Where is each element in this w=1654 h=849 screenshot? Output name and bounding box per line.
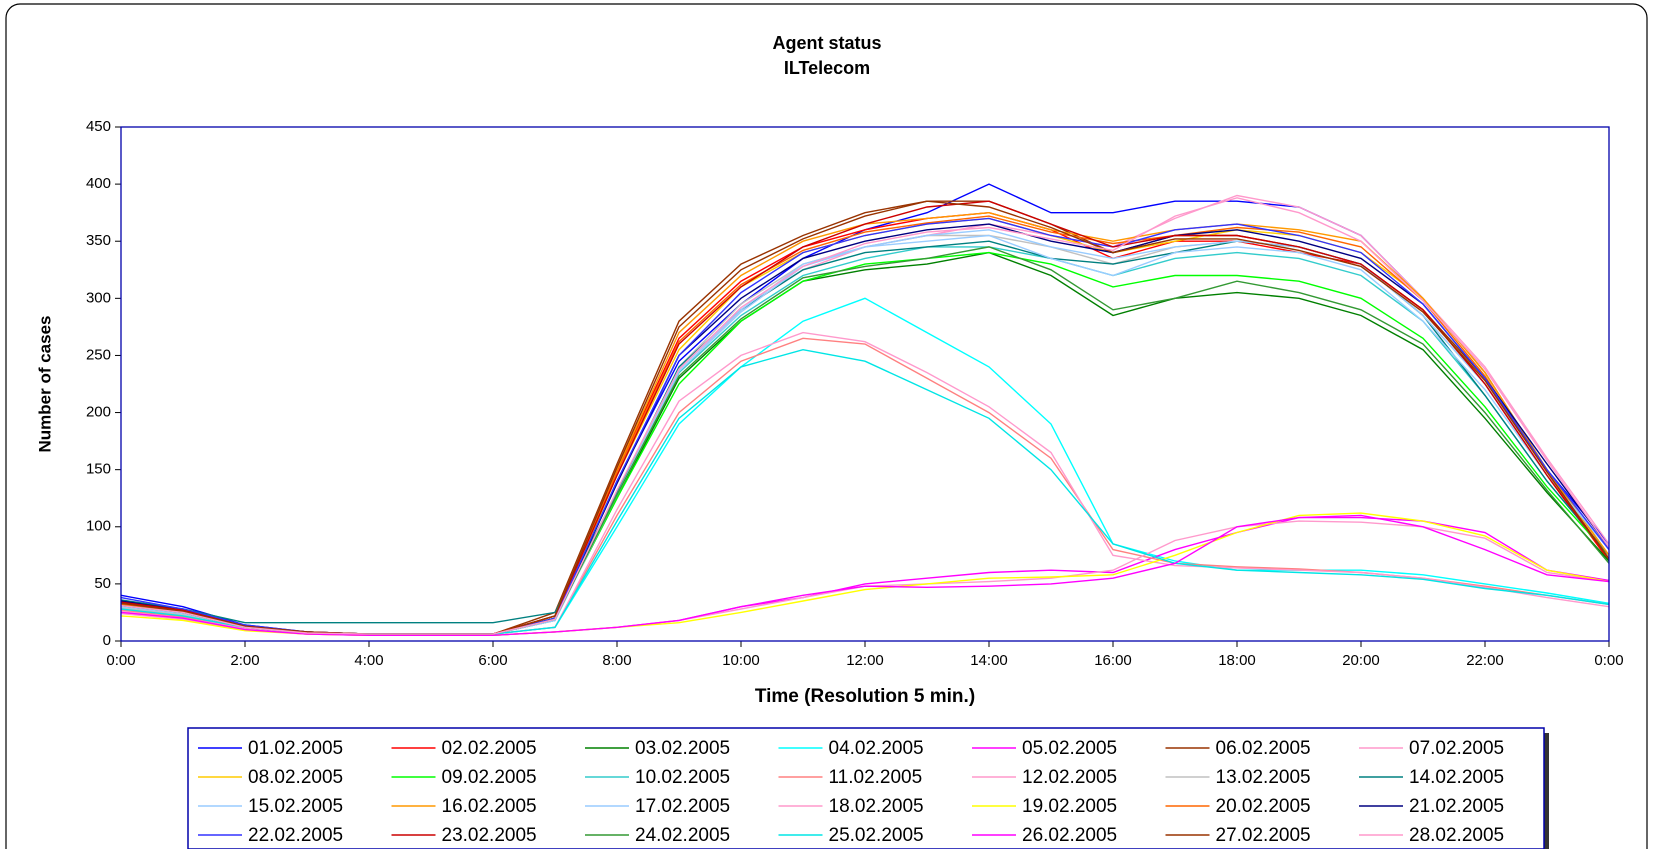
legend-label: 27.02.2005 bbox=[1216, 825, 1311, 846]
legend-label: 05.02.2005 bbox=[1022, 738, 1117, 759]
legend-label: 16.02.2005 bbox=[442, 796, 537, 817]
legend-label: 15.02.2005 bbox=[248, 796, 343, 817]
legend-label: 18.02.2005 bbox=[829, 796, 924, 817]
y-tick-label: 350 bbox=[86, 232, 111, 249]
legend-label: 09.02.2005 bbox=[442, 767, 537, 788]
x-tick-label: 6:00 bbox=[478, 652, 507, 669]
y-tick-label: 400 bbox=[86, 175, 111, 192]
chart-title: Agent status bbox=[772, 33, 881, 53]
legend-label: 04.02.2005 bbox=[829, 738, 924, 759]
x-tick-label: 22:00 bbox=[1466, 652, 1504, 669]
x-tick-label: 20:00 bbox=[1342, 652, 1380, 669]
legend-label: 01.02.2005 bbox=[248, 738, 343, 759]
legend-label: 23.02.2005 bbox=[442, 825, 537, 846]
legend-label: 26.02.2005 bbox=[1022, 825, 1117, 846]
legend-label: 10.02.2005 bbox=[635, 767, 730, 788]
x-tick-label: 0:00 bbox=[106, 652, 135, 669]
legend-label: 19.02.2005 bbox=[1022, 796, 1117, 817]
plot-border bbox=[120, 126, 1610, 642]
chart-frame bbox=[5, 3, 1648, 849]
x-tick-label: 4:00 bbox=[354, 652, 383, 669]
legend-label: 17.02.2005 bbox=[635, 796, 730, 817]
legend-label: 12.02.2005 bbox=[1022, 767, 1117, 788]
y-tick-label: 300 bbox=[86, 289, 111, 306]
y-axis-label: Number of cases bbox=[35, 316, 54, 453]
legend-label: 21.02.2005 bbox=[1409, 796, 1504, 817]
legend-label: 24.02.2005 bbox=[635, 825, 730, 846]
y-tick-label: 100 bbox=[86, 518, 111, 535]
x-tick-label: 10:00 bbox=[722, 652, 760, 669]
legend-label: 07.02.2005 bbox=[1409, 738, 1504, 759]
legend-label: 28.02.2005 bbox=[1409, 825, 1504, 846]
x-tick-label: 14:00 bbox=[970, 652, 1008, 669]
legend-label: 22.02.2005 bbox=[248, 825, 343, 846]
y-tick-label: 450 bbox=[86, 118, 111, 135]
x-tick-label: 12:00 bbox=[846, 652, 884, 669]
x-tick-label: 18:00 bbox=[1218, 652, 1256, 669]
y-tick-label: 50 bbox=[94, 575, 111, 592]
legend-label: 25.02.2005 bbox=[829, 825, 924, 846]
series-line bbox=[120, 514, 1610, 636]
x-tick-label: 8:00 bbox=[602, 652, 631, 669]
legend-label: 13.02.2005 bbox=[1216, 767, 1311, 788]
x-tick-label: 2:00 bbox=[230, 652, 259, 669]
x-tick-label: 16:00 bbox=[1094, 652, 1132, 669]
series-line bbox=[120, 197, 1610, 635]
legend-label: 08.02.2005 bbox=[248, 767, 343, 788]
legend-label: 14.02.2005 bbox=[1409, 767, 1504, 788]
y-tick-label: 200 bbox=[86, 404, 111, 421]
legend-label: 20.02.2005 bbox=[1216, 796, 1311, 817]
x-axis-label: Time (Resolution 5 min.) bbox=[755, 686, 975, 707]
legend-label: 06.02.2005 bbox=[1216, 738, 1311, 759]
y-tick-label: 0 bbox=[103, 632, 111, 649]
legend-label: 11.02.2005 bbox=[829, 767, 923, 788]
chart-subtitle: ILTelecom bbox=[784, 58, 870, 78]
x-tick-label: 0:00 bbox=[1594, 652, 1623, 669]
y-tick-label: 150 bbox=[86, 461, 111, 478]
legend-label: 03.02.2005 bbox=[635, 738, 730, 759]
y-tick-label: 250 bbox=[86, 346, 111, 363]
legend-label: 02.02.2005 bbox=[442, 738, 537, 759]
